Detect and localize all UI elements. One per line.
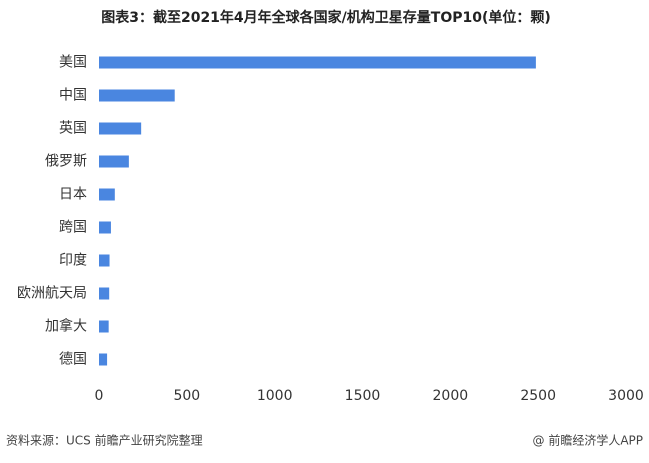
x-tick-label: 2000 bbox=[433, 388, 469, 404]
chart-title: 图表3：截至2021年4月年全球各国家/机构卫星存量TOP10(单位：颗) bbox=[101, 9, 551, 26]
bar bbox=[99, 320, 109, 333]
x-tick-label: 1000 bbox=[257, 388, 293, 404]
bar bbox=[99, 89, 175, 102]
x-tick-label: 3000 bbox=[608, 388, 644, 404]
bar bbox=[99, 287, 110, 300]
y-tick-label: 中国 bbox=[59, 88, 87, 104]
y-tick-label: 加拿大 bbox=[45, 318, 87, 335]
bar bbox=[99, 221, 111, 234]
x-tick-label: 500 bbox=[173, 388, 200, 404]
y-tick-label: 英国 bbox=[59, 120, 87, 137]
y-tick-label: 日本 bbox=[59, 187, 87, 203]
y-tick-label: 美国 bbox=[59, 55, 87, 71]
bar bbox=[99, 353, 108, 366]
y-tick-label: 俄罗斯 bbox=[45, 154, 87, 170]
y-tick-label: 印度 bbox=[59, 253, 87, 269]
source: 资料来源：UCS 前瞻产业研究院整理 bbox=[6, 433, 203, 448]
x-tick-label: 0 bbox=[95, 388, 104, 404]
y-tick-label: 德国 bbox=[59, 352, 87, 368]
bar bbox=[99, 254, 110, 267]
credit: @ 前瞻经济学人APP bbox=[533, 433, 644, 448]
bar bbox=[99, 188, 115, 201]
bar bbox=[99, 155, 129, 168]
x-tick-label: 2500 bbox=[520, 388, 556, 404]
bar bbox=[99, 56, 536, 69]
x-tick-label: 1500 bbox=[345, 388, 381, 404]
y-tick-label: 跨国 bbox=[59, 220, 87, 236]
bar bbox=[99, 122, 142, 135]
y-tick-label: 欧洲航天局 bbox=[17, 286, 87, 302]
